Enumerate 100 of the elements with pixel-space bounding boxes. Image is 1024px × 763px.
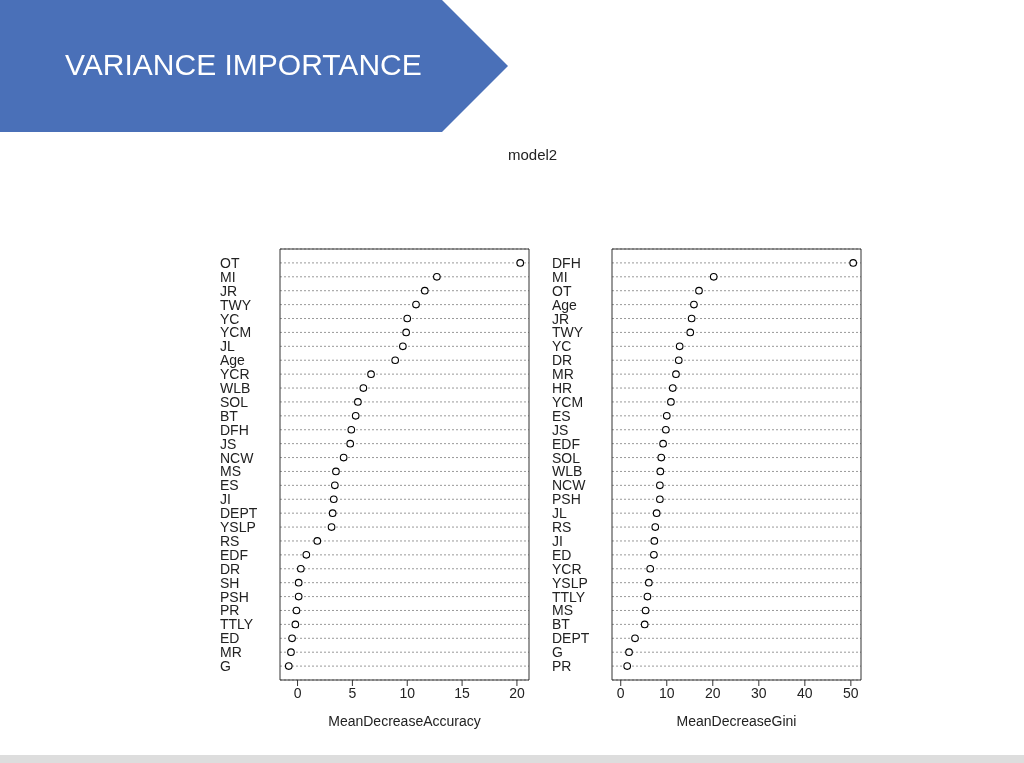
y-tick-label: MR xyxy=(220,644,242,661)
y-tick-label: DEPT xyxy=(552,630,590,647)
point xyxy=(650,537,659,545)
point xyxy=(644,578,653,587)
point xyxy=(686,328,695,337)
y-tick-label: ES xyxy=(552,407,571,424)
y-tick-label: DR xyxy=(220,560,241,577)
x-axis-title: MeanDecreaseAccuracy xyxy=(328,713,481,729)
y-tick-label: ED xyxy=(220,630,240,647)
point xyxy=(287,648,295,657)
x-axis-title: MeanDecreaseGini xyxy=(676,713,797,729)
point xyxy=(646,564,655,573)
x-tick-label: 20 xyxy=(509,684,525,701)
point xyxy=(339,453,348,462)
y-tick-label: G xyxy=(552,644,563,661)
point xyxy=(354,398,362,406)
chart-subtitle: model2 xyxy=(508,146,558,163)
point xyxy=(420,286,429,295)
y-tick-label: MR xyxy=(552,366,574,383)
y-tick-label: PSH xyxy=(220,588,249,605)
y-tick-label: YC xyxy=(220,310,240,327)
point xyxy=(367,370,375,378)
point xyxy=(656,481,664,490)
y-tick-label: JI xyxy=(220,491,231,508)
y-tick-label: NCW xyxy=(552,477,587,494)
x-tick-label: 20 xyxy=(705,684,721,701)
y-tick-label: JS xyxy=(220,435,237,452)
point xyxy=(302,551,311,559)
point xyxy=(313,537,322,545)
point xyxy=(331,481,339,490)
point xyxy=(652,509,661,518)
y-tick-label: Age xyxy=(552,296,578,313)
y-tick-label: PR xyxy=(220,602,240,619)
x-tick-label: 0 xyxy=(616,684,625,701)
point xyxy=(709,272,718,281)
y-tick-label: EDF xyxy=(552,435,580,452)
point xyxy=(296,564,305,573)
x-tick-label: 40 xyxy=(797,684,813,701)
point xyxy=(651,523,660,531)
y-tick-label: YCR xyxy=(552,560,582,577)
y-tick-label: BT xyxy=(220,407,239,424)
point xyxy=(294,592,303,601)
y-tick-label: WLB xyxy=(552,463,583,480)
y-tick-label: TTLY xyxy=(220,616,254,633)
y-tick-label: YCM xyxy=(220,324,252,341)
point xyxy=(659,439,667,448)
point xyxy=(650,551,658,559)
y-tick-label: DEPT xyxy=(220,505,258,522)
y-tick-label: G xyxy=(220,658,231,675)
point xyxy=(328,509,337,518)
point xyxy=(849,259,858,267)
point xyxy=(643,592,652,601)
point xyxy=(347,425,356,434)
point xyxy=(641,606,650,615)
point xyxy=(656,495,664,504)
point xyxy=(690,300,698,309)
point xyxy=(402,328,410,337)
point xyxy=(623,662,632,670)
point xyxy=(656,467,665,476)
y-tick-label: JL xyxy=(220,338,235,355)
point xyxy=(292,606,301,615)
y-tick-label: JS xyxy=(552,421,569,438)
point xyxy=(412,300,420,309)
x-tick-label: 30 xyxy=(751,684,767,701)
point xyxy=(675,342,684,351)
y-tick-label: SOL xyxy=(552,449,581,466)
point xyxy=(359,384,368,392)
point xyxy=(351,411,360,420)
y-tick-label: JL xyxy=(552,505,567,522)
chart-title: VARIANCE IMPORTANCE xyxy=(65,48,422,82)
y-tick-label: Age xyxy=(220,352,246,369)
y-tick-label: MI xyxy=(220,268,236,285)
y-tick-label: PSH xyxy=(552,491,581,508)
point xyxy=(674,356,683,365)
point xyxy=(346,439,355,448)
x-tick-label: 5 xyxy=(348,684,357,701)
point xyxy=(294,578,303,587)
point xyxy=(631,634,639,643)
y-tick-label: TTLY xyxy=(552,588,586,605)
point xyxy=(403,314,412,323)
y-tick-label: DFH xyxy=(220,421,249,438)
y-tick-label: PR xyxy=(552,658,572,675)
point xyxy=(433,272,441,281)
point xyxy=(399,342,407,351)
point xyxy=(329,495,338,504)
y-tick-label: DR xyxy=(552,352,573,369)
point xyxy=(695,286,703,295)
point xyxy=(667,398,675,406)
x-tick-label: 10 xyxy=(399,684,416,701)
y-tick-label: SH xyxy=(220,574,240,591)
x-tick-label: 50 xyxy=(843,684,859,701)
y-tick-label: YC xyxy=(552,338,572,355)
point xyxy=(332,467,340,476)
x-tick-label: 0 xyxy=(293,684,302,701)
y-tick-label: OT xyxy=(220,254,240,271)
point xyxy=(672,370,680,378)
point xyxy=(657,453,666,462)
point xyxy=(327,523,336,531)
y-tick-label: TWY xyxy=(552,324,584,341)
y-tick-label: BT xyxy=(552,616,571,633)
